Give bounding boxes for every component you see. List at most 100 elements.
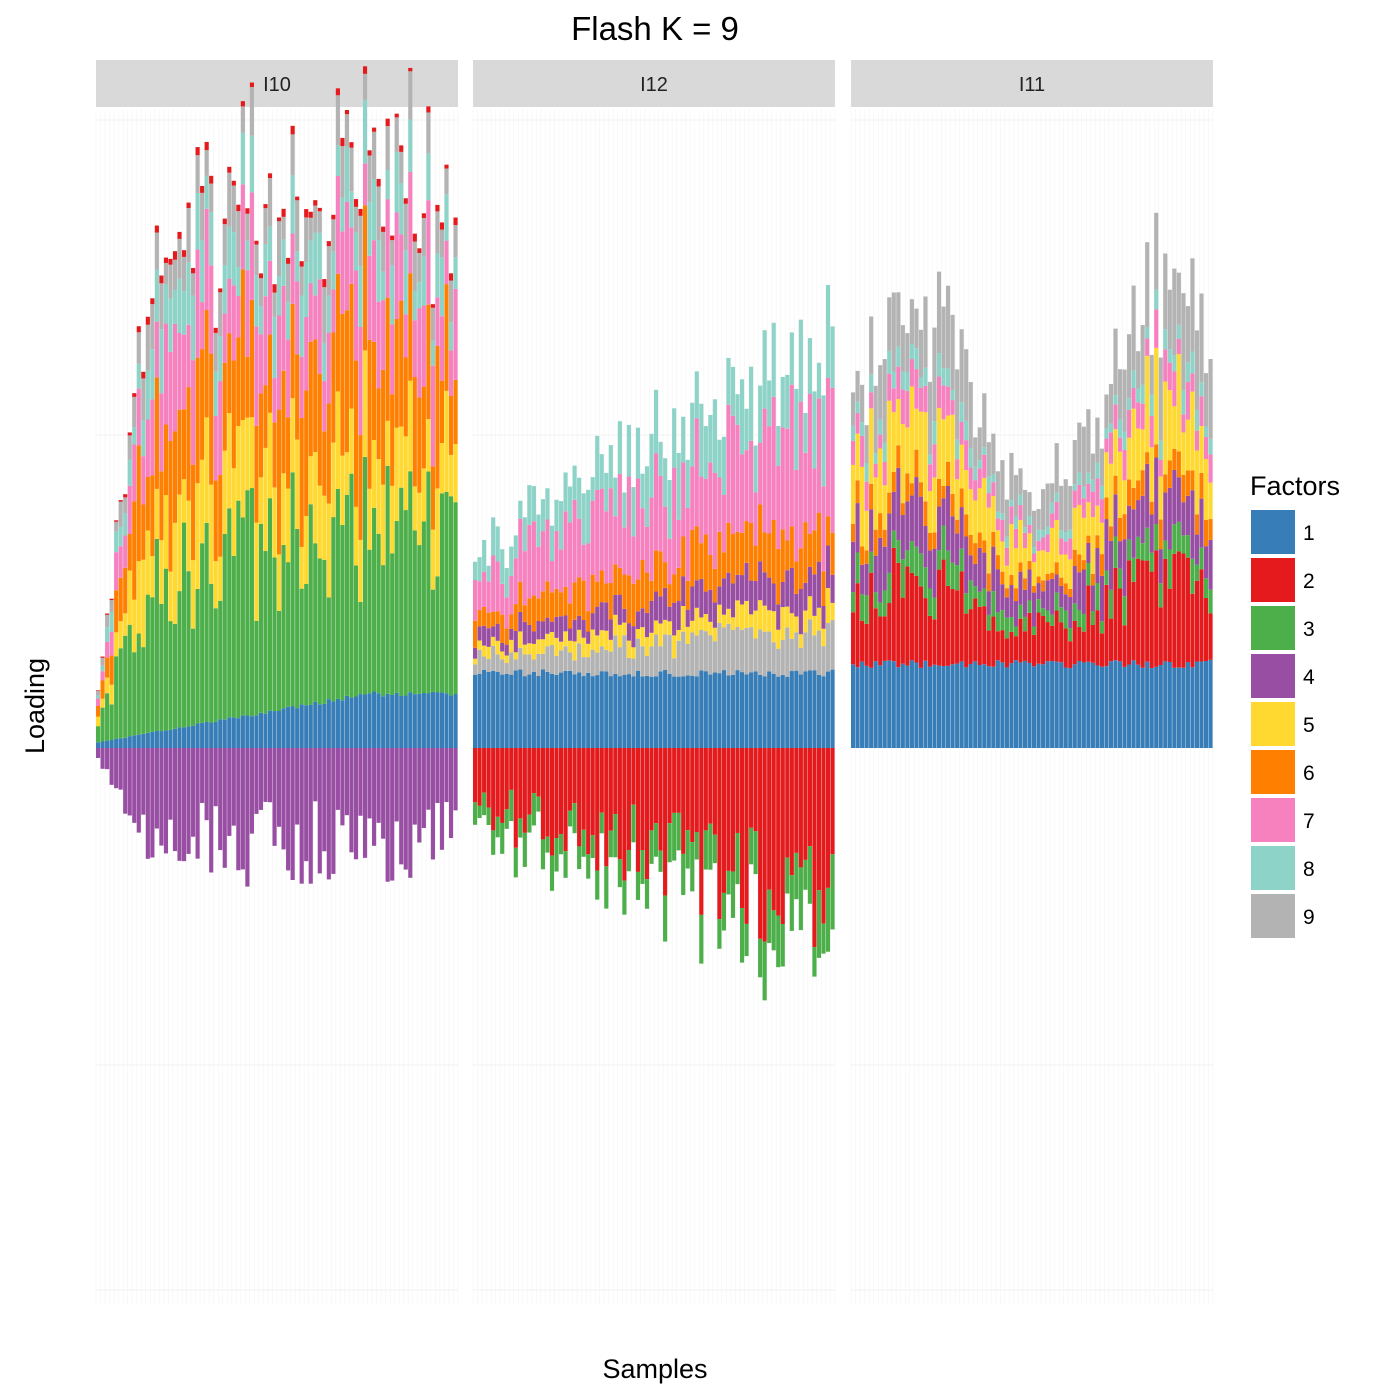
bar-segment-factor-3	[635, 871, 641, 900]
bar-segment-factor-7	[1154, 309, 1159, 348]
bar-segment-factor-8	[372, 179, 377, 241]
bar-segment-factor-2	[277, 217, 282, 222]
bar-segment-factor-5	[204, 417, 209, 523]
bar-segment-factor-3	[213, 608, 218, 722]
bar-segment-factor-5	[1108, 463, 1114, 527]
bar-segment-factor-1	[860, 661, 865, 748]
bar-segment-factor-2	[563, 748, 568, 852]
bar-segment-factor-6	[595, 581, 600, 607]
bar-segment-factor-1	[1081, 662, 1086, 748]
bar-segment-factor-7	[959, 421, 964, 445]
bar-segment-factor-6	[1145, 452, 1150, 464]
bar-segment-factor-9	[1145, 242, 1150, 327]
bar-segment-factor-2	[186, 202, 191, 209]
bar-segment-factor-9	[991, 433, 996, 475]
bar-segment-factor-3	[109, 704, 114, 741]
bar-segment-factor-2	[473, 748, 478, 803]
facet-strip-label: I11	[1019, 74, 1045, 96]
bar-segment-factor-2	[308, 211, 313, 218]
bar-segment-factor-7	[927, 464, 933, 492]
bar-segment-factor-6	[780, 529, 785, 582]
bar-segment-factor-5	[399, 426, 404, 488]
bar-segment-factor-2	[905, 566, 910, 666]
bar-segment-factor-3	[390, 553, 395, 695]
bar-segment-factor-5	[344, 452, 350, 495]
bar-segment-factor-8	[654, 389, 659, 454]
bar-segment-factor-5	[1077, 504, 1082, 555]
bar-segment-factor-2	[712, 748, 717, 835]
bar-segment-factor-5	[245, 417, 250, 491]
bar-segment-factor-7	[376, 301, 381, 389]
bar-segment-factor-6	[109, 655, 114, 685]
bar-segment-factor-6	[1149, 501, 1154, 515]
bar-segment-factor-6	[105, 657, 110, 678]
bar-segment-factor-8	[946, 368, 951, 387]
bar-segment-factor-8	[394, 151, 399, 213]
bar-segment-factor-3	[308, 504, 313, 705]
bar-segment-factor-4	[513, 630, 518, 653]
bar-segment-factor-1	[816, 674, 822, 748]
bar-segment-factor-5	[982, 477, 987, 541]
bar-segment-factor-2	[518, 748, 523, 819]
bar-segment-factor-4	[927, 550, 933, 589]
bar-segment-factor-8	[918, 377, 924, 389]
bar-segment-factor-4	[435, 748, 440, 804]
bar-segment-factor-1	[141, 733, 146, 748]
bar-segment-factor-3	[640, 850, 645, 884]
bar-segment-factor-2	[141, 371, 146, 379]
bar-segment-factor-8	[703, 426, 708, 479]
bar-segment-factor-3	[340, 524, 345, 701]
bar-segment-factor-5	[109, 684, 114, 705]
bar-segment-factor-6	[749, 522, 754, 581]
bar-segment-factor-4	[1140, 495, 1145, 544]
bar-segment-factor-5	[558, 641, 564, 651]
bar-segment-factor-8	[491, 517, 496, 556]
bar-segment-factor-3	[105, 693, 110, 741]
bar-segment-factor-9	[545, 646, 550, 672]
bar-segment-factor-4	[96, 748, 101, 758]
bar-segment-factor-5	[1163, 381, 1168, 475]
bar-segment-factor-6	[1022, 578, 1028, 590]
bar-segment-factor-8	[708, 414, 713, 463]
bar-segment-factor-3	[439, 493, 445, 693]
bar-segment-factor-8	[753, 445, 758, 493]
bar-segment-factor-8	[864, 462, 869, 482]
bar-segment-factor-4	[613, 594, 618, 615]
bar-segment-factor-4	[204, 748, 209, 821]
bar-segment-factor-6	[654, 550, 659, 592]
bar-segment-factor-8	[299, 295, 304, 357]
bar-segment-factor-9	[191, 273, 196, 296]
bar-segment-factor-1	[1145, 661, 1150, 748]
bar-segment-factor-8	[812, 391, 817, 469]
bar-segment-factor-4	[426, 748, 431, 810]
bar-segment-factor-6	[968, 534, 973, 556]
bar-segment-factor-1	[191, 725, 196, 748]
bar-segment-factor-5	[968, 489, 973, 535]
bar-segment-factor-6	[1045, 573, 1050, 581]
bar-segment-factor-3	[617, 859, 622, 888]
bar-segment-factor-8	[477, 557, 482, 582]
bar-segment-factor-5	[385, 420, 390, 466]
bar-segment-factor-9	[654, 634, 659, 677]
bar-segment-factor-4	[258, 748, 264, 810]
bar-segment-factor-5	[1072, 507, 1077, 550]
bar-segment-factor-9	[100, 657, 105, 666]
bar-segment-factor-7	[658, 475, 663, 552]
bar-segment-factor-3	[830, 854, 835, 930]
bar-segment-factor-4	[168, 748, 173, 820]
bar-segment-factor-3	[1172, 524, 1177, 554]
bar-segment-factor-1	[982, 664, 987, 748]
bar-segment-factor-4	[322, 748, 327, 852]
bar-segment-factor-8	[568, 486, 573, 523]
bar-segment-factor-7	[739, 454, 745, 533]
bar-segment-factor-7	[595, 489, 600, 582]
bar-segment-factor-1	[412, 694, 417, 748]
bar-segment-factor-8	[776, 426, 781, 466]
bar-segment-factor-5	[1208, 482, 1213, 520]
bar-segment-factor-1	[644, 675, 650, 748]
bar-segment-factor-3	[100, 707, 105, 742]
bar-segment-factor-7	[851, 440, 856, 465]
bar-segment-factor-6	[703, 534, 708, 592]
bar-segment-factor-8	[767, 380, 772, 427]
bar-segment-factor-7	[531, 521, 536, 596]
